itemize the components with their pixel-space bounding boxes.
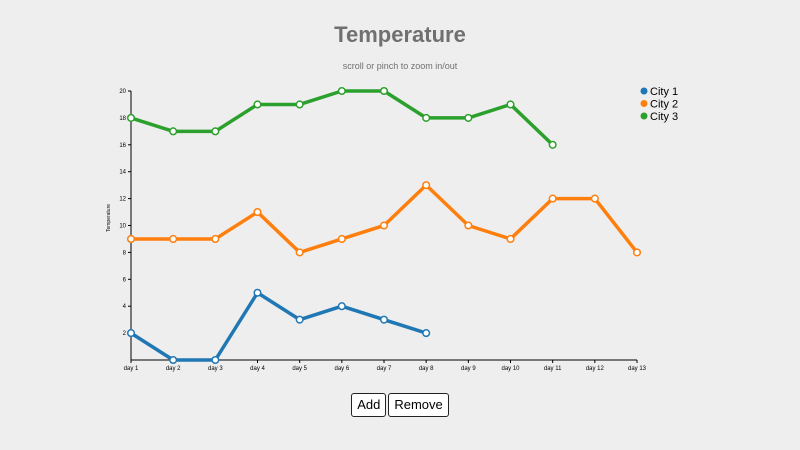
legend-marker	[640, 87, 648, 95]
chart-controls: Add Remove	[0, 393, 800, 417]
data-point[interactable]	[379, 315, 389, 324]
data-point[interactable]	[337, 234, 346, 243]
data-point[interactable]	[253, 208, 262, 217]
data-point[interactable]	[632, 248, 642, 257]
data-point[interactable]	[211, 127, 220, 136]
chart-subtitle: scroll or pinch to zoom in/out	[342, 61, 458, 71]
data-point[interactable]	[464, 113, 473, 122]
data-point[interactable]	[379, 221, 389, 230]
x-tick-label: day 8	[419, 366, 434, 372]
x-ticks: day 1 day 2 day 3 day 4 day 5 day 6 day 7 day 8…	[124, 360, 647, 372]
data-point[interactable]	[422, 329, 431, 338]
legend-label: City 1	[650, 86, 678, 98]
data-point[interactable]	[422, 181, 431, 190]
x-tick-label: day 7	[377, 366, 392, 372]
data-point[interactable]	[169, 234, 178, 243]
x-tick-label: day 9	[461, 366, 476, 372]
x-tick-label: day 4	[250, 366, 265, 372]
legend-label: City 3	[650, 111, 678, 123]
y-tick-label: 20	[119, 89, 126, 95]
add-button[interactable]: Add	[351, 393, 387, 417]
series-2	[126, 181, 642, 257]
x-tick-label: day 6	[334, 366, 349, 372]
series-1	[126, 288, 431, 365]
legend-label: City 2	[650, 99, 678, 111]
y-tick-label: 18	[119, 116, 126, 122]
data-point[interactable]	[590, 194, 599, 203]
data-point[interactable]	[422, 113, 431, 122]
x-tick-label: day 12	[586, 366, 605, 372]
y-tick-label: 8	[123, 250, 127, 256]
remove-button[interactable]: Remove	[388, 393, 449, 417]
data-point[interactable]	[295, 248, 304, 257]
data-point[interactable]	[548, 140, 557, 149]
x-tick-label: day 13	[628, 366, 647, 372]
y-tick-label: 14	[119, 170, 126, 176]
y-ticks: 2 4 6 8 10 12 14 16 18 20	[119, 89, 131, 337]
x-tick-label: day 5	[292, 366, 307, 372]
x-tick-label: day 3	[208, 366, 223, 372]
data-point[interactable]	[506, 234, 515, 243]
y-tick-label: 12	[119, 197, 126, 203]
series-line[interactable]	[129, 291, 428, 362]
x-tick-label: day 10	[501, 366, 520, 372]
x-tick-label: day 2	[166, 366, 181, 372]
legend-marker	[640, 112, 648, 120]
y-tick-label: 16	[119, 143, 126, 149]
series-3	[126, 86, 557, 149]
legend-item[interactable]: City 3	[640, 111, 679, 123]
series-line[interactable]	[129, 89, 555, 147]
y-tick-label: 10	[119, 224, 126, 230]
series-line[interactable]	[129, 183, 639, 255]
data-point[interactable]	[253, 288, 262, 297]
legend-item[interactable]: City 2	[640, 99, 679, 111]
x-tick-label: day 1	[124, 366, 139, 372]
data-point[interactable]	[506, 100, 515, 109]
y-tick-label: 4	[123, 304, 127, 310]
y-tick-label: 6	[123, 277, 127, 283]
data-point[interactable]	[169, 355, 178, 365]
data-point[interactable]	[464, 221, 473, 230]
x-tick-label: day 11	[544, 366, 562, 372]
y-axis-label: Temperature	[106, 204, 112, 232]
data-point[interactable]	[379, 86, 389, 96]
series-layer	[126, 86, 642, 365]
legend-item[interactable]: City 1	[640, 86, 679, 98]
data-point[interactable]	[295, 315, 304, 324]
data-point[interactable]	[126, 329, 136, 338]
data-point[interactable]	[337, 86, 346, 96]
data-point[interactable]	[126, 234, 136, 243]
data-point[interactable]	[295, 100, 304, 109]
data-point[interactable]	[337, 302, 346, 311]
chart-title: Temperature	[334, 22, 466, 47]
y-tick-label: 2	[123, 331, 127, 337]
data-point[interactable]	[169, 127, 178, 136]
data-point[interactable]	[126, 113, 136, 122]
data-point[interactable]	[548, 194, 557, 203]
data-point[interactable]	[211, 355, 220, 365]
legend-marker	[640, 100, 648, 107]
data-point[interactable]	[211, 234, 220, 243]
data-point[interactable]	[253, 100, 262, 109]
